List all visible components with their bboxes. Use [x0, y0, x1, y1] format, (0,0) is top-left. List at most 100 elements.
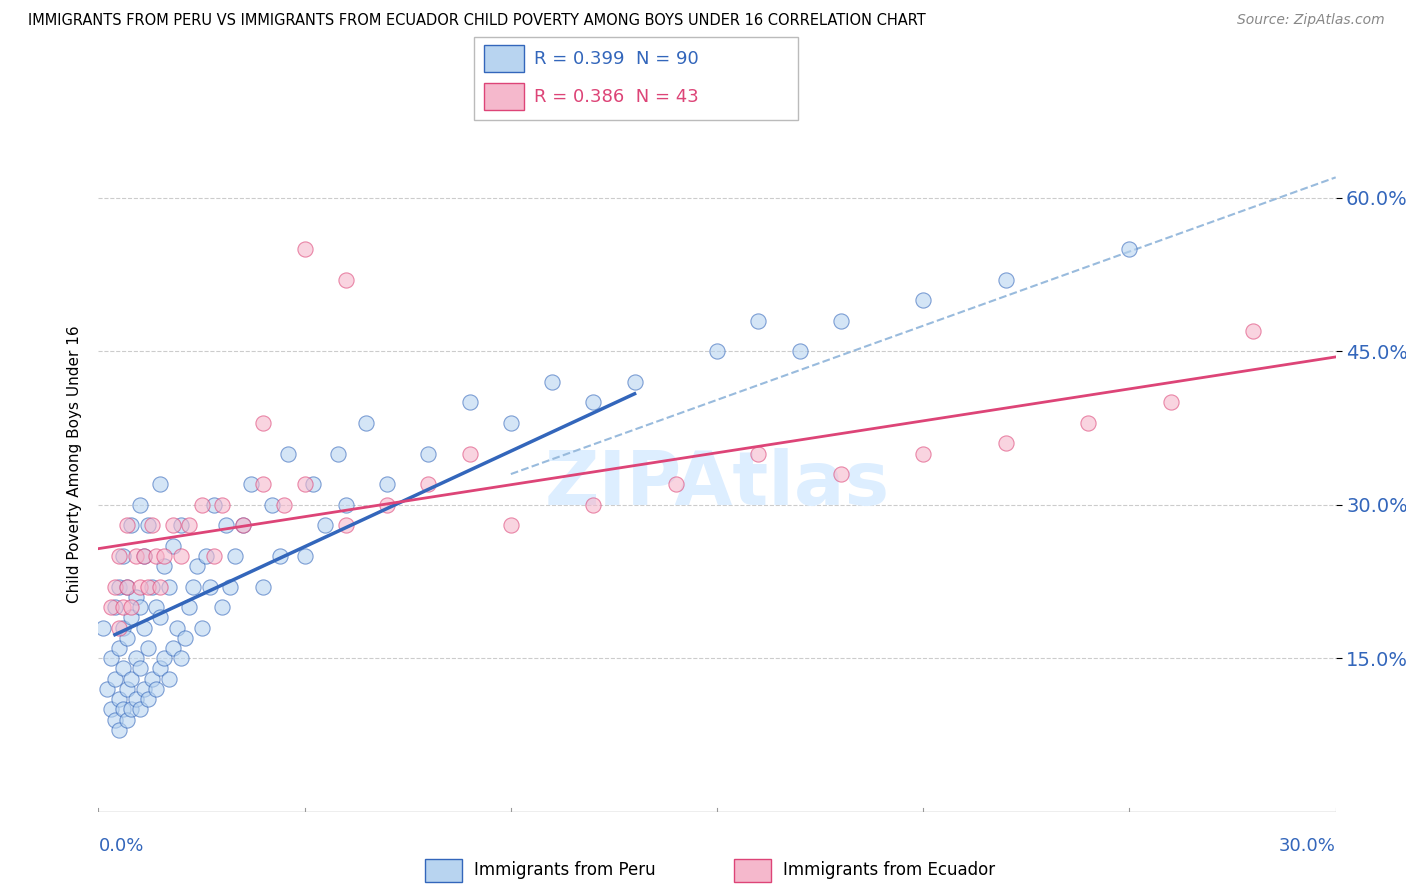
- Point: [219, 580, 242, 594]
- Point: [153, 651, 176, 665]
- Point: [157, 672, 180, 686]
- Point: [100, 651, 122, 665]
- Point: [335, 273, 357, 287]
- Point: [108, 640, 131, 655]
- Point: [215, 518, 238, 533]
- Point: [1241, 324, 1264, 338]
- Point: [162, 539, 184, 553]
- Point: [1077, 416, 1099, 430]
- Point: [136, 580, 159, 594]
- Point: [149, 580, 172, 594]
- Point: [190, 498, 212, 512]
- Point: [665, 477, 688, 491]
- Point: [294, 477, 316, 491]
- Point: [153, 559, 176, 574]
- Point: [149, 477, 172, 491]
- Point: [252, 477, 274, 491]
- Text: 30.0%: 30.0%: [1279, 838, 1336, 855]
- Point: [747, 313, 769, 327]
- Point: [128, 661, 150, 675]
- Bar: [484, 83, 524, 111]
- Point: [117, 518, 139, 533]
- Point: [224, 549, 246, 563]
- Point: [302, 477, 325, 491]
- Point: [273, 498, 295, 512]
- Point: [202, 498, 225, 512]
- Point: [912, 447, 935, 461]
- Point: [117, 713, 139, 727]
- Point: [91, 621, 114, 635]
- Point: [170, 651, 193, 665]
- Point: [149, 610, 172, 624]
- Point: [120, 600, 142, 615]
- Point: [145, 549, 167, 563]
- Point: [112, 621, 135, 635]
- Point: [96, 681, 118, 696]
- Point: [326, 447, 349, 461]
- FancyBboxPatch shape: [474, 37, 799, 120]
- Point: [108, 723, 131, 737]
- Point: [145, 600, 167, 615]
- Point: [418, 477, 440, 491]
- Point: [112, 661, 135, 675]
- Point: [211, 600, 233, 615]
- Bar: [484, 45, 524, 72]
- Point: [128, 580, 150, 594]
- Point: [458, 395, 481, 409]
- Point: [120, 610, 142, 624]
- Point: [499, 518, 522, 533]
- Point: [104, 600, 127, 615]
- Bar: [425, 859, 461, 882]
- Point: [141, 580, 163, 594]
- Point: [375, 498, 398, 512]
- Point: [117, 580, 139, 594]
- Text: ZIPAtlas: ZIPAtlas: [544, 448, 890, 521]
- Point: [314, 518, 336, 533]
- Point: [104, 580, 127, 594]
- Point: [166, 621, 188, 635]
- Point: [108, 692, 131, 706]
- Point: [260, 498, 283, 512]
- Text: 0.0%: 0.0%: [98, 838, 143, 855]
- Point: [269, 549, 291, 563]
- Point: [124, 692, 146, 706]
- Point: [252, 416, 274, 430]
- Point: [252, 580, 274, 594]
- Text: Immigrants from Ecuador: Immigrants from Ecuador: [783, 861, 995, 879]
- Text: Immigrants from Peru: Immigrants from Peru: [474, 861, 655, 879]
- Point: [149, 661, 172, 675]
- Point: [623, 375, 645, 389]
- Point: [170, 549, 193, 563]
- Point: [190, 621, 212, 635]
- Point: [117, 631, 139, 645]
- Point: [170, 518, 193, 533]
- Point: [418, 447, 440, 461]
- Point: [335, 498, 357, 512]
- Text: IMMIGRANTS FROM PERU VS IMMIGRANTS FROM ECUADOR CHILD POVERTY AMONG BOYS UNDER 1: IMMIGRANTS FROM PERU VS IMMIGRANTS FROM …: [28, 13, 927, 29]
- Point: [108, 580, 131, 594]
- Point: [112, 549, 135, 563]
- Bar: [734, 859, 770, 882]
- Point: [211, 498, 233, 512]
- Point: [232, 518, 254, 533]
- Point: [108, 549, 131, 563]
- Point: [120, 672, 142, 686]
- Point: [179, 600, 201, 615]
- Point: [112, 600, 135, 615]
- Point: [117, 681, 139, 696]
- Point: [100, 600, 122, 615]
- Point: [582, 498, 605, 512]
- Point: [232, 518, 254, 533]
- Point: [104, 672, 127, 686]
- Point: [1160, 395, 1182, 409]
- Point: [157, 580, 180, 594]
- Point: [128, 702, 150, 716]
- Point: [541, 375, 564, 389]
- Text: R = 0.386  N = 43: R = 0.386 N = 43: [534, 87, 699, 105]
- Point: [132, 681, 155, 696]
- Point: [117, 580, 139, 594]
- Point: [375, 477, 398, 491]
- Point: [747, 447, 769, 461]
- Point: [100, 702, 122, 716]
- Point: [194, 549, 217, 563]
